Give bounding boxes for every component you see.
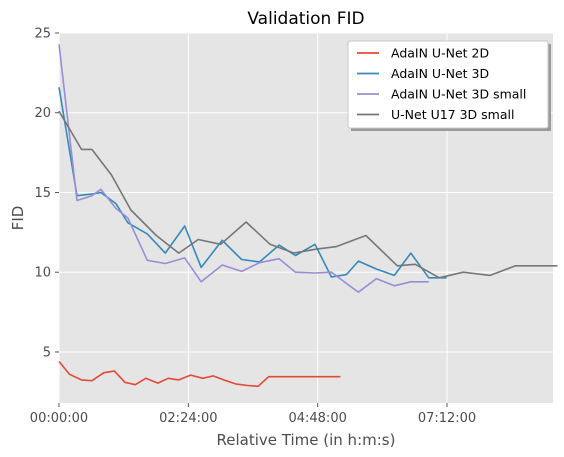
legend-label: AdaIN U-Net 3D small [391, 87, 526, 102]
series-line-0 [58, 360, 341, 388]
x-ticks: 00:00:00 02:24:00 04:48:00 07:12:00 [30, 403, 476, 426]
legend-label: U-Net U17 3D small [391, 107, 514, 122]
legend: AdaIN U-Net 2D AdaIN U-Net 3D AdaIN U-Net … [347, 40, 551, 131]
series-line-1 [58, 87, 447, 279]
legend-label: AdaIN U-Net 2D [391, 46, 489, 61]
chart-title: Validation FID [247, 9, 364, 29]
series-lines [58, 44, 558, 388]
series-line-2 [58, 44, 429, 294]
y-tick-label: 5 [43, 345, 51, 360]
x-axis-label: Relative Time (in h:m:s) [217, 431, 396, 449]
y-tick-label: 25 [34, 27, 51, 42]
x-tick-label: 00:00:00 [30, 411, 88, 426]
series-line-3 [58, 110, 558, 279]
y-tick-label: 10 [34, 266, 51, 281]
y-tick-label: 20 [34, 106, 51, 121]
legend-box [347, 40, 549, 129]
x-tick-label: 02:24:00 [159, 411, 217, 426]
x-tick-label: 04:48:00 [288, 411, 346, 426]
y-tick-label: 15 [34, 186, 51, 201]
y-axis-label: FID [9, 206, 27, 231]
y-ticks: 5 10 15 20 25 [34, 27, 59, 360]
legend-label: AdaIN U-Net 3D [391, 66, 489, 81]
x-tick-label: 07:12:00 [418, 411, 476, 426]
